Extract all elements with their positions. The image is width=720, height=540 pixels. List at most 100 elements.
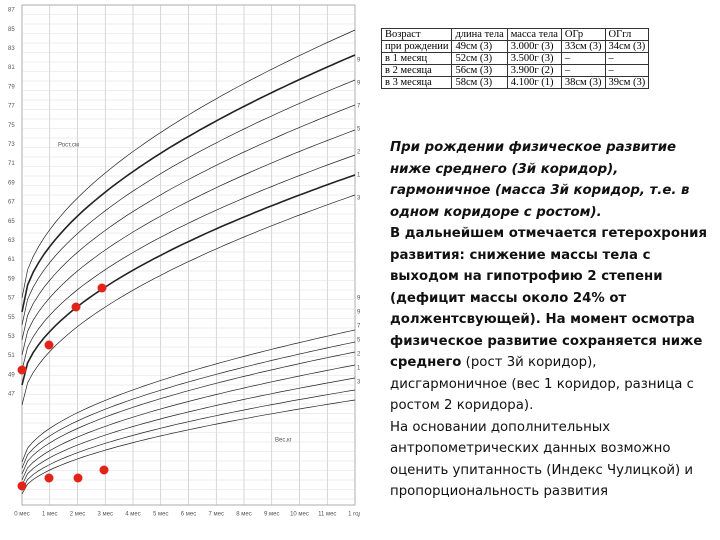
- table-cell: масса тела: [506, 28, 562, 41]
- table-cell: 52см (3): [451, 52, 508, 65]
- y-label: 57: [8, 296, 15, 302]
- centile-label: 50%: [357, 127, 360, 133]
- table-cell: 38см (3): [560, 76, 606, 89]
- y-label: 75: [8, 123, 15, 129]
- centile-label: 3%: [357, 380, 360, 386]
- table-row: в 2 месяца 56см (3) 3.900г (2) – –: [380, 64, 650, 77]
- table-cell: 39см (3): [604, 76, 650, 89]
- centile-label: 25%: [357, 150, 360, 156]
- table-cell: 3.500г (3): [506, 52, 562, 65]
- x-label: 10 мес: [290, 512, 309, 518]
- centile-curve: [21, 154, 356, 371]
- text: (рост 3й коридор), дисгармоничное (вес 1…: [390, 355, 694, 413]
- y-label: 87: [8, 8, 15, 14]
- table-cell: Возраст: [380, 28, 453, 41]
- measurement-dot: [97, 283, 107, 293]
- x-label: 3 мес: [98, 512, 113, 518]
- centile-label: 97%: [357, 58, 360, 64]
- x-label: 2 мес: [70, 512, 85, 518]
- paragraph: На основании дополнительных антропометри…: [390, 419, 694, 500]
- centile-curve: [21, 54, 356, 313]
- centile-curve: [21, 79, 356, 326]
- y-label: 71: [8, 161, 15, 167]
- y-label: 69: [8, 180, 15, 186]
- measurement-dot: [73, 473, 83, 483]
- centile-label: 97%: [357, 296, 360, 302]
- table-cell: при рождении: [380, 40, 453, 53]
- centile-label: 25%: [357, 352, 360, 358]
- y-label: 47: [8, 392, 15, 398]
- centile-label: 10%: [357, 173, 360, 179]
- x-label: 8 мес: [236, 512, 251, 518]
- x-label: 4 мес: [125, 512, 140, 518]
- y-label: 85: [8, 27, 15, 33]
- y-label: 67: [8, 200, 15, 206]
- measurement-dot: [17, 365, 27, 375]
- x-label: 1 мес: [42, 512, 57, 518]
- table-cell: –: [604, 64, 650, 77]
- table-cell: 3.900г (2): [506, 64, 562, 77]
- axis-title: Рост,см: [58, 143, 79, 149]
- table-row: в 1 месяц 52см (3) 3.500г (3) – –: [380, 52, 650, 65]
- measurement-dot: [44, 473, 54, 483]
- table-cell: 56см (3): [451, 64, 508, 77]
- centile-curve: [21, 129, 356, 356]
- table-cell: –: [604, 52, 650, 65]
- table-cell: в 2 месяца: [380, 64, 453, 77]
- y-label: 59: [8, 276, 15, 282]
- y-label: 79: [8, 84, 15, 90]
- paragraph: В дальнейшем отмечается гетерохрония раз…: [390, 223, 708, 417]
- centile-curve: [21, 329, 356, 463]
- x-label: 7 мес: [209, 512, 224, 518]
- text: В дальнейшем отмечается гетерохрония раз…: [390, 226, 708, 370]
- centile-curve: [21, 341, 356, 469]
- centile-label: 75%: [357, 104, 360, 110]
- x-label: 1 год: [348, 512, 360, 518]
- table: Возраст длина тела масса тела ОГр ОГгл при ро…: [380, 28, 650, 89]
- x-label: 6 мес: [181, 512, 196, 518]
- centile-label: 75%: [357, 324, 360, 330]
- measurement-dot: [71, 302, 81, 312]
- table-cell: 4.100г (1): [506, 76, 562, 89]
- centile-curve: [21, 399, 356, 495]
- y-label: 51: [8, 353, 15, 359]
- table-cell: 34см (3): [604, 40, 650, 53]
- x-label: 11 мес: [318, 512, 336, 518]
- y-label: 77: [8, 104, 15, 110]
- table-cell: 49см (3): [451, 40, 508, 53]
- y-label: 81: [8, 65, 15, 71]
- centile-label: 90%: [357, 81, 360, 87]
- centile-curve: [21, 389, 356, 491]
- growth-chart: 87 85 83 81 79 77 75 73 71 69 67 65 63 61 59 57 55 53 51 49…: [8, 4, 360, 518]
- centile-curve: [21, 364, 356, 481]
- x-label: 9 мес: [264, 512, 279, 518]
- text: При рождении физическое развитие ниже ср…: [390, 140, 690, 220]
- centile-curve: [21, 104, 356, 341]
- y-label: 49: [8, 372, 15, 378]
- y-label: 73: [8, 142, 15, 148]
- centile-curve: [21, 29, 356, 299]
- measurement-dots: [17, 283, 109, 491]
- centile-label: 50%: [357, 338, 360, 344]
- description: При рождении физическое развитие ниже ср…: [390, 137, 708, 503]
- centile-curve: [21, 377, 356, 486]
- table-row: при рождении 49см (3) 3.000г (3) 33см (3) 34…: [380, 40, 650, 53]
- table-cell: 3.000г (3): [506, 40, 562, 53]
- y-label: 53: [8, 334, 15, 340]
- measurement-dot: [44, 340, 54, 350]
- centile-label: 10%: [357, 366, 360, 372]
- paragraph: При рождении физическое развитие ниже ср…: [390, 137, 708, 223]
- table-cell: длина тела: [451, 28, 508, 41]
- table-cell: ОГгл: [604, 28, 650, 41]
- centile-curve: [21, 194, 356, 406]
- y-label: 83: [8, 46, 15, 52]
- x-label: 5 мес: [153, 512, 168, 518]
- centile-curve: [21, 351, 356, 475]
- x-label: 0 мес: [14, 512, 29, 518]
- table-cell: –: [560, 52, 606, 65]
- y-label: 61: [8, 257, 15, 263]
- axis-title: Вес,кг: [275, 438, 293, 444]
- table-cell: 58см (3): [451, 76, 508, 89]
- y-label: 65: [8, 219, 15, 225]
- measurement-dot: [99, 465, 109, 475]
